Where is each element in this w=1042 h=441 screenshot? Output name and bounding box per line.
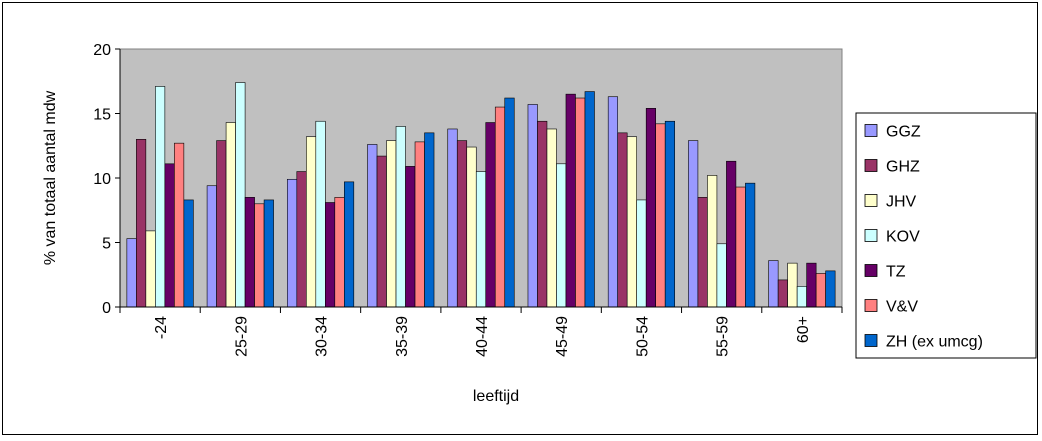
legend-label: GHZ (886, 159, 920, 176)
bar (466, 146, 477, 308)
bar (424, 132, 435, 308)
legend-box (855, 112, 1037, 359)
legend-swatch (864, 334, 878, 347)
bar (796, 286, 807, 308)
bar (584, 91, 595, 308)
bar (164, 163, 175, 308)
y-tick-label: 20 (93, 42, 111, 59)
bar (504, 97, 515, 308)
x-tick-label: -24 (153, 316, 170, 339)
legend-label: V&V (886, 299, 918, 316)
bar (344, 181, 355, 308)
bar (617, 132, 628, 308)
bar (325, 202, 336, 308)
legend-swatch (864, 124, 878, 137)
bar (565, 93, 576, 308)
x-tick-label: 45-49 (554, 316, 571, 357)
bar (263, 199, 274, 308)
bar (136, 139, 147, 308)
legend-label: JHV (886, 194, 917, 211)
bar (414, 141, 425, 308)
bar (688, 140, 699, 308)
y-tick-label: 15 (93, 107, 111, 124)
bar (556, 163, 567, 308)
plot-layer (119, 48, 843, 308)
legend-swatch (864, 229, 878, 242)
bar (825, 270, 836, 308)
legend-swatch (864, 299, 878, 312)
bar (244, 197, 255, 308)
bar (697, 197, 708, 308)
bar (726, 160, 737, 308)
legend-swatch (864, 159, 878, 172)
bar (206, 185, 217, 308)
bar-chart: 0 5 10 15 20 -24 25-29 30-34 35-39 40-44 45-49 50-5… (42, 42, 1037, 405)
bar (287, 178, 298, 308)
bar (527, 104, 538, 308)
y-tick-label: 10 (93, 171, 111, 188)
legend-swatch (864, 264, 878, 277)
bar (546, 128, 557, 308)
bar (607, 96, 618, 308)
bar (126, 238, 137, 308)
bar (296, 171, 307, 308)
bar (235, 82, 246, 308)
bar (456, 140, 468, 308)
legend-swatch (864, 194, 878, 207)
bar (537, 120, 548, 308)
legend-label: TZ (886, 264, 906, 281)
x-tick-label: 30-34 (314, 316, 331, 357)
x-axis-label: leeftijd (473, 388, 519, 405)
bar (447, 128, 458, 308)
bar (334, 197, 345, 308)
bar (225, 122, 236, 308)
x-tick-label: 55-59 (715, 316, 732, 357)
legend: GGZ GHZ JHV KOV TZ V&V ZH (ex umcg) (855, 112, 1037, 359)
x-tick-label: 25-29 (233, 316, 250, 357)
y-tick-label: 0 (102, 300, 111, 317)
legend-label: ZH (ex umcg) (886, 334, 983, 351)
bar (367, 144, 378, 308)
x-tick-label: 35-39 (394, 316, 411, 357)
bar (254, 203, 265, 308)
bar (636, 199, 647, 308)
x-tick-label: 40-44 (474, 316, 491, 357)
bar (376, 155, 387, 308)
bar (485, 122, 496, 308)
bar (183, 199, 194, 308)
bar (306, 136, 317, 308)
bar (386, 140, 397, 308)
bar (806, 262, 817, 308)
bar (745, 182, 756, 308)
bar (664, 120, 675, 308)
bar (315, 120, 326, 308)
axes-layer: 0 5 10 15 20 -24 25-29 30-34 35-39 40-44 45-49 50-5… (93, 42, 843, 357)
bar (735, 186, 746, 308)
bar (155, 86, 166, 308)
bar (475, 171, 487, 308)
x-tick-label: 60+ (795, 316, 812, 343)
bar (707, 175, 718, 308)
bar (395, 126, 406, 308)
y-axis-label: % van totaal aantal mdw (42, 90, 59, 265)
bar (787, 262, 798, 308)
bar (777, 279, 788, 308)
y-tick-label: 5 (102, 236, 111, 253)
bar (575, 97, 586, 308)
bar (645, 108, 656, 308)
bar (145, 230, 156, 308)
bar (815, 273, 826, 308)
bar (768, 260, 779, 308)
legend-label: KOV (886, 229, 920, 246)
bar (216, 140, 227, 308)
bar (716, 243, 727, 308)
chart-area: 0 5 10 15 20 -24 25-29 30-34 35-39 40-44 45-49 50-5… (2, 2, 1038, 435)
x-tick-label: 50-54 (634, 316, 651, 357)
bar (405, 166, 416, 308)
bar (494, 106, 506, 308)
legend-label: GGZ (886, 124, 921, 141)
bar (626, 136, 637, 308)
bar (655, 123, 666, 308)
bar (174, 142, 185, 308)
